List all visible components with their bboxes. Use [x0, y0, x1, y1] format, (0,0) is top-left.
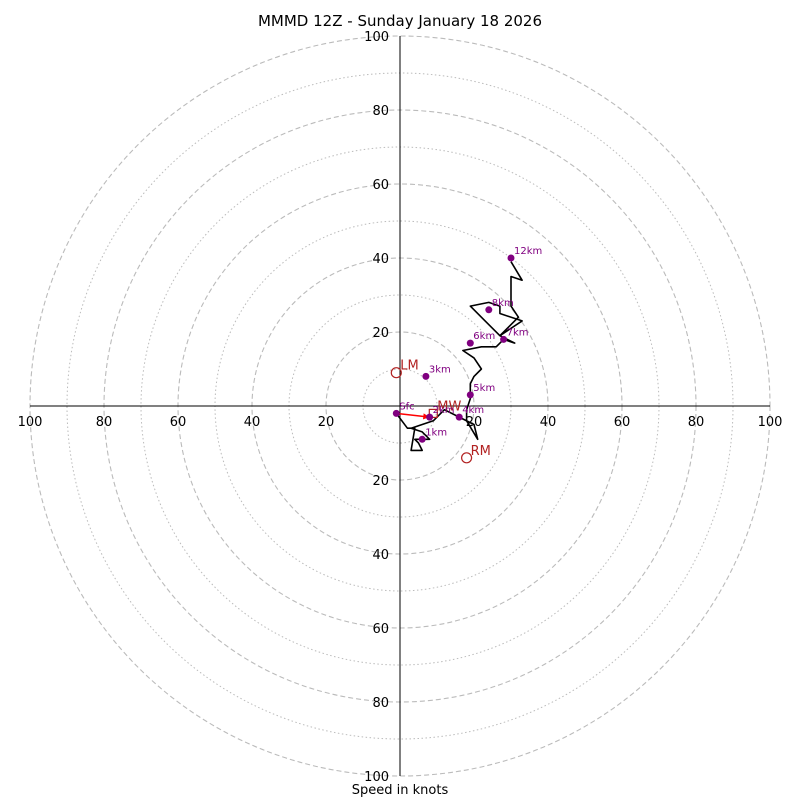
height-marker-label: 7km — [507, 327, 529, 338]
storm-motion-label: MW — [437, 399, 461, 414]
x-tick-label: 100 — [18, 415, 43, 430]
x-tick-label: 80 — [688, 415, 705, 430]
x-tick-label: 60 — [170, 415, 187, 430]
height-marker-label: 5km — [473, 383, 495, 394]
height-marker-label: 12km — [514, 246, 542, 257]
storm-motion-marker — [390, 367, 402, 379]
height-marker-dot — [418, 435, 426, 443]
height-marker-dot — [500, 335, 508, 343]
height-marker-label: 2km — [433, 405, 455, 416]
x-tick-label: 80 — [96, 415, 113, 430]
mean-wind-marker — [428, 408, 438, 418]
hodograph-line — [395, 261, 523, 452]
height-markers: Sfc 1km 2km 3km 4km 5km 6km 7km 8km 12km — [392, 246, 542, 443]
hodograph-trace — [395, 261, 523, 452]
height-marker-label: 1km — [425, 427, 447, 438]
x-tick-label: 40 — [244, 415, 261, 430]
storm-motion-label: LM — [400, 359, 418, 374]
x-tick-label: 20 — [318, 415, 335, 430]
chart-title: MMMD 12Z - Sunday January 18 2026 — [257, 12, 542, 30]
height-marker-label: Sfc — [399, 401, 414, 412]
axes — [30, 36, 770, 776]
height-marker-dot — [392, 409, 400, 417]
y-tick-label: 100 — [364, 30, 389, 45]
height-marker-label: 8km — [492, 298, 514, 309]
y-tick-label: 40 — [372, 548, 389, 563]
x-axis-label: Speed in knots — [351, 783, 449, 798]
height-marker-dot — [455, 413, 463, 421]
height-marker-label: 3km — [429, 364, 451, 375]
height-marker-dot — [466, 339, 474, 347]
storm-motion-marker — [461, 452, 473, 464]
height-marker-dot — [426, 413, 434, 421]
x-tick-label: 40 — [540, 415, 557, 430]
y-tick-label: 60 — [372, 622, 389, 637]
height-marker-dot — [466, 391, 474, 399]
y-tick-label: 100 — [364, 770, 389, 785]
storm-motions: LM RM MW — [390, 359, 491, 464]
y-tick-label: 20 — [372, 474, 389, 489]
y-tick-label: 20 — [372, 326, 389, 341]
height-marker-label: 6km — [473, 331, 495, 342]
x-tick-label: 60 — [614, 415, 631, 430]
height-marker-dot — [422, 372, 430, 380]
storm-motion-label: RM — [471, 444, 491, 459]
y-tick-label: 40 — [372, 252, 389, 267]
height-marker-label: 4km — [462, 405, 484, 416]
x-tick-label: 100 — [758, 415, 783, 430]
height-marker-dot — [485, 306, 493, 314]
y-tick-label: 80 — [372, 696, 389, 711]
y-tick-label: 80 — [372, 104, 389, 119]
height-marker-dot — [507, 254, 515, 262]
y-tick-label: 60 — [372, 178, 389, 193]
